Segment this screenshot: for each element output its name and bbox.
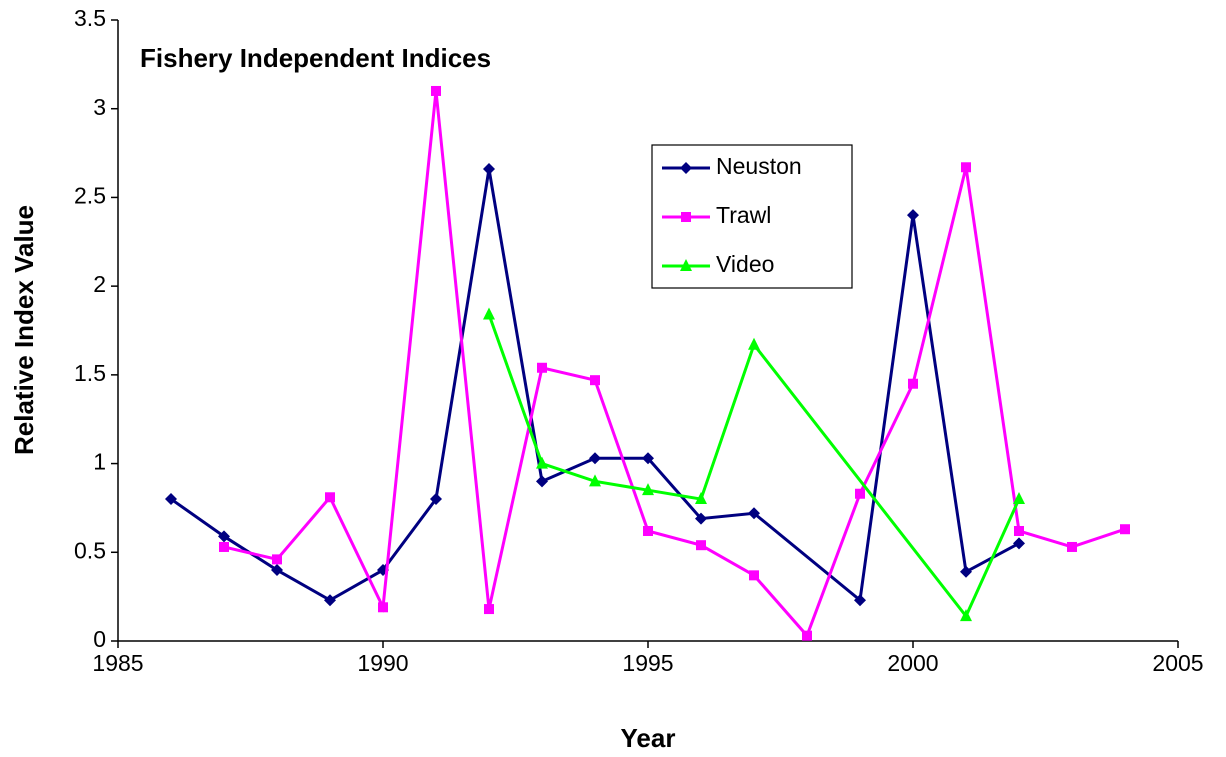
y-tick-label: 1.5 — [74, 360, 106, 386]
marker-square — [961, 162, 971, 173]
marker-square — [908, 378, 918, 389]
marker-diamond — [960, 565, 972, 578]
marker-diamond — [680, 162, 692, 174]
y-tick-label: 0 — [93, 626, 106, 652]
marker-triangle — [589, 474, 601, 487]
y-tick-label: 2.5 — [74, 183, 106, 209]
marker-diamond — [642, 452, 654, 465]
marker-square — [484, 604, 494, 615]
marker-diamond — [271, 564, 283, 577]
marker-square — [855, 488, 865, 499]
y-tick-label: 2 — [93, 271, 106, 297]
marker-triangle — [1013, 492, 1025, 505]
marker-square — [325, 492, 335, 503]
y-tick-label: 1 — [93, 449, 106, 475]
x-tick-label: 1995 — [622, 650, 673, 676]
y-tick-label: 0.5 — [74, 537, 106, 563]
marker-triangle — [680, 259, 692, 271]
marker-diamond — [854, 594, 866, 607]
marker-diamond — [165, 493, 177, 506]
marker-square — [1067, 541, 1077, 552]
marker-diamond — [536, 475, 548, 488]
series-line — [223, 90, 1126, 639]
series-line — [487, 314, 1021, 620]
marker-diamond — [324, 594, 336, 607]
x-tick-label: 1985 — [92, 650, 143, 676]
marker-triangle — [960, 609, 972, 622]
y-tick-label: 3 — [93, 94, 106, 120]
marker-square — [643, 525, 653, 536]
marker-square — [431, 85, 441, 96]
x-tick-label: 2000 — [887, 650, 938, 676]
marker-square — [1014, 525, 1024, 536]
chart-title: Fishery Independent Indices — [140, 43, 491, 73]
legend-label: Trawl — [716, 202, 771, 228]
marker-diamond — [430, 493, 442, 506]
marker-triangle — [536, 456, 548, 469]
marker-square — [696, 540, 706, 551]
series-line — [170, 168, 1020, 604]
marker-diamond — [483, 163, 495, 176]
marker-triangle — [642, 483, 654, 496]
marker-diamond — [1013, 537, 1025, 550]
marker-square — [378, 602, 388, 613]
y-axis-label: Relative Index Value — [9, 205, 39, 455]
marker-square — [272, 554, 282, 565]
marker-square — [1120, 524, 1130, 535]
marker-square — [681, 212, 691, 222]
marker-square — [802, 630, 812, 641]
marker-triangle — [695, 492, 707, 505]
marker-triangle — [483, 307, 495, 320]
y-tick-label: 3.5 — [74, 5, 106, 31]
marker-square — [590, 375, 600, 386]
marker-diamond — [748, 507, 760, 520]
x-axis-label: Year — [621, 723, 676, 753]
marker-diamond — [907, 209, 919, 222]
marker-triangle — [748, 337, 760, 350]
marker-square — [219, 541, 229, 552]
marker-diamond — [589, 452, 601, 465]
x-tick-label: 2005 — [1152, 650, 1203, 676]
marker-square — [749, 570, 759, 581]
x-tick-label: 1990 — [357, 650, 408, 676]
legend-label: Video — [716, 251, 774, 277]
marker-diamond — [695, 512, 707, 525]
marker-diamond — [218, 530, 230, 543]
marker-square — [537, 362, 547, 373]
legend-label: Neuston — [716, 153, 802, 179]
